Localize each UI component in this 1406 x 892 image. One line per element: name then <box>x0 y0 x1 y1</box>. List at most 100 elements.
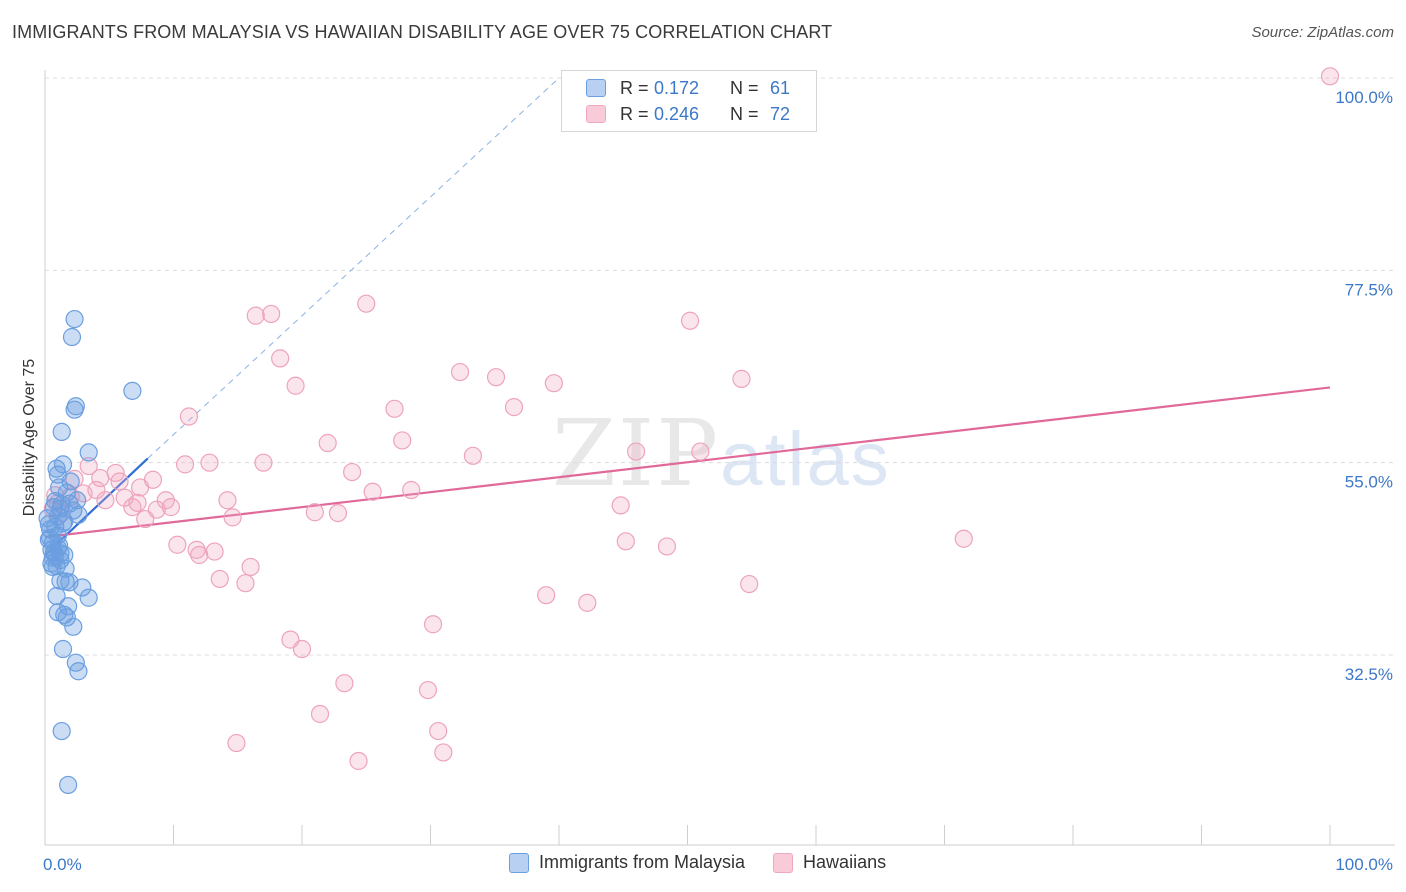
axis-labels: 100.0% 77.5% 55.0% 32.5% 0.0% 100.0% Disabilit… <box>21 88 1393 874</box>
point-hawaiians <box>310 704 330 724</box>
legend-n-value: 72 <box>770 103 791 124</box>
legend-label-malaysia: Immigrants from Malaysia <box>539 852 746 872</box>
point-hawaiians <box>450 362 470 382</box>
data-points <box>38 67 1340 795</box>
point-hawaiians <box>328 504 348 523</box>
point-hawaiians <box>161 498 181 517</box>
point-hawaiians <box>190 545 209 565</box>
point-hawaiians <box>286 376 305 395</box>
point-hawaiians <box>691 442 710 461</box>
legend-swatch-blue <box>509 852 529 873</box>
point-hawaiians <box>168 535 187 554</box>
point-hawaiians <box>1320 67 1340 86</box>
trend-lines <box>44 77 1331 556</box>
axes <box>44 70 1395 846</box>
point-hawaiians <box>335 674 354 693</box>
x-tick-label: 0.0% <box>43 855 82 874</box>
point-hawaiians <box>262 304 281 324</box>
source-label: Source: ZipAtlas.com <box>1251 24 1394 41</box>
trend-line-malaysia <box>44 457 149 556</box>
point-hawaiians <box>96 491 115 510</box>
point-hawaiians <box>241 557 260 577</box>
point-hawaiians <box>657 537 677 556</box>
watermark-zip: ZIP <box>552 400 721 507</box>
point-malaysia <box>66 397 85 416</box>
point-hawaiians <box>91 468 110 488</box>
legend-label-hawaiians: Hawaiians <box>803 852 887 872</box>
point-hawaiians <box>236 574 255 593</box>
y-tick-label: 77.5% <box>1345 280 1393 299</box>
legend-row-malaysia: R = 0.172 N = 61 <box>586 76 846 100</box>
point-hawaiians <box>200 453 219 472</box>
legend-row-hawaiians: R = 0.246 N = 72 <box>586 102 846 126</box>
watermark: ZIPatlas <box>552 400 891 507</box>
point-malaysia <box>68 491 87 510</box>
point-hawaiians <box>87 480 106 500</box>
legend-r-value: 0.246 <box>654 103 700 124</box>
point-hawaiians <box>680 311 700 330</box>
point-malaysia <box>55 545 74 565</box>
point-hawaiians <box>110 472 129 491</box>
point-hawaiians <box>79 456 98 476</box>
point-malaysia <box>61 472 80 491</box>
point-malaysia <box>59 775 78 795</box>
watermark-atlas: atlas <box>720 417 891 502</box>
point-hawaiians <box>246 306 265 325</box>
point-hawaiians <box>429 721 448 741</box>
point-malaysia <box>56 559 75 578</box>
point-malaysia <box>79 588 98 607</box>
legend-n-label: N = <box>730 77 759 98</box>
point-hawaiians <box>343 462 362 482</box>
x-tick-label: 100.0% <box>1335 855 1393 874</box>
point-hawaiians <box>544 374 563 393</box>
legend-r-value: 0.172 <box>654 77 700 98</box>
point-hawaiians <box>486 368 506 387</box>
point-hawaiians <box>423 615 443 634</box>
point-hawaiians <box>218 491 237 510</box>
legend-swatch-pink <box>773 852 794 873</box>
point-hawaiians <box>254 453 273 472</box>
trend-extension-malaysia <box>147 77 560 459</box>
point-malaysia <box>59 597 78 616</box>
point-hawaiians <box>305 503 324 522</box>
legend-item-hawaiians[interactable]: Hawaiians <box>773 852 886 873</box>
point-hawaiians <box>143 470 163 489</box>
point-malaysia <box>43 548 62 567</box>
point-hawaiians <box>318 433 337 453</box>
point-malaysia <box>79 443 98 462</box>
point-malaysia <box>62 327 82 347</box>
y-axis-label: Disability Age Over 75 <box>21 359 38 517</box>
point-hawaiians <box>128 493 147 512</box>
point-malaysia <box>53 639 73 659</box>
point-hawaiians <box>578 593 597 612</box>
legend-swatch-blue <box>586 79 606 97</box>
point-malaysia <box>57 483 76 502</box>
point-hawaiians <box>434 743 453 762</box>
point-malaysia <box>52 721 71 741</box>
point-hawaiians <box>504 398 524 417</box>
point-hawaiians <box>205 542 224 561</box>
point-hawaiians <box>463 446 483 465</box>
point-malaysia <box>48 539 67 558</box>
point-hawaiians <box>418 680 438 700</box>
point-hawaiians <box>740 574 759 594</box>
y-tick-label: 55.0% <box>1345 473 1393 492</box>
legend-swatch-pink <box>586 105 606 123</box>
legend-n-value: 61 <box>770 77 791 98</box>
stats-legend: R = 0.172 N = 61 R = 0.246 N = 72 <box>561 70 817 132</box>
point-hawaiians <box>363 482 382 501</box>
point-hawaiians <box>210 569 229 589</box>
point-hawaiians <box>611 496 630 515</box>
series-legend: Immigrants from Malaysia Hawaiians <box>509 852 914 873</box>
point-hawaiians <box>954 529 973 548</box>
point-hawaiians <box>227 733 246 753</box>
point-hawaiians <box>616 532 635 551</box>
legend-n-label: N = <box>730 103 759 124</box>
y-tick-label: 100.0% <box>1335 88 1393 107</box>
point-hawaiians <box>223 508 242 527</box>
trend-line-hawaiians <box>44 386 1331 539</box>
point-hawaiians <box>187 540 206 559</box>
point-hawaiians <box>292 639 312 659</box>
legend-item-malaysia[interactable]: Immigrants from Malaysia <box>509 852 745 873</box>
